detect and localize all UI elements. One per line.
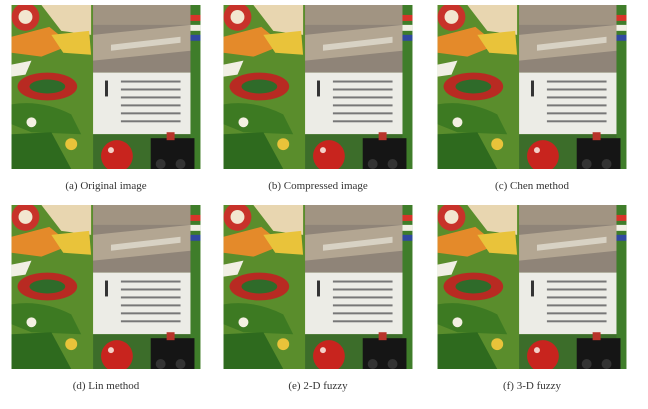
figure: (a) Original image (b) Compressed image (c…	[0, 0, 648, 404]
panel-caption: (e) 2-D fuzzy	[288, 380, 348, 392]
panel-caption: (d) Lin method	[73, 380, 140, 392]
panel-image	[224, 3, 413, 172]
panel-image	[438, 203, 627, 372]
panel-caption: (a) Original image	[65, 180, 146, 192]
panel-image	[12, 203, 201, 372]
panel-caption: (f) 3-D fuzzy	[503, 380, 562, 392]
panel-image	[224, 203, 413, 372]
panel-caption: (c) Chen method	[495, 180, 569, 192]
panel-caption: (b) Compressed image	[268, 180, 368, 192]
panel-image	[438, 3, 627, 172]
panels: (a) Original image (b) Compressed image (c…	[12, 3, 627, 392]
panel-image	[12, 3, 201, 172]
